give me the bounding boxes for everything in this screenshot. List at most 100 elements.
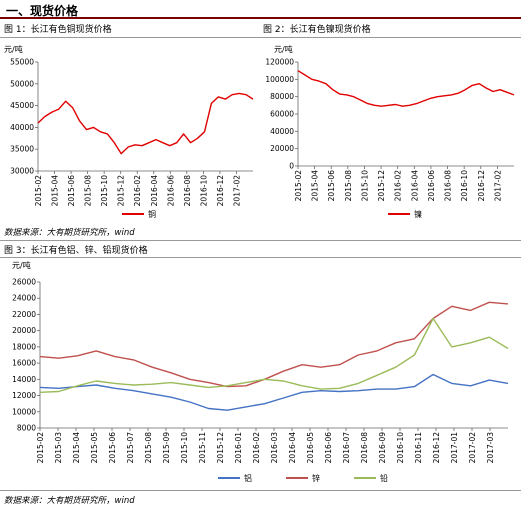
- al-zn-pb-price-chart: 元/吨 8000 10000 12000 14000 16000 18000 20000 220…: [12, 260, 509, 483]
- x-tick-label: 2016-01: [234, 432, 243, 464]
- x-tick-label: 2015-09: [162, 432, 171, 464]
- x-tick-label: 2015-08: [344, 170, 353, 202]
- y-tick-label: 30000: [10, 167, 34, 176]
- fig3-top-divider: [0, 240, 521, 241]
- legend-label: 铜: [148, 209, 156, 219]
- x-tick-label: 2016-10: [396, 432, 405, 464]
- x-tick-label: 2016-02: [252, 432, 261, 464]
- x-tick-label: 2016-11: [414, 432, 423, 464]
- y-tick-label: 26000: [12, 278, 36, 287]
- y-tick-label: 100000: [265, 75, 294, 84]
- x-tick-label: 2016-06: [166, 175, 175, 207]
- x-tick-label: 2016-12: [477, 170, 486, 202]
- y-tick-label: 12000: [12, 391, 36, 400]
- x-tick-label: 2016-08: [183, 175, 192, 207]
- x-tick-label: 2017-01: [450, 432, 459, 464]
- x-tick-label: 2016-12: [216, 175, 225, 207]
- y-tick-label: 60000: [270, 110, 294, 119]
- fig1-caption: 图 1：长江有色铜现货价格: [4, 25, 112, 35]
- y-tick-label: 35000: [10, 145, 34, 154]
- y-tick-label: 18000: [12, 342, 36, 351]
- series-line-铅: [39, 317, 509, 393]
- x-tick-label: 2016-05: [306, 432, 315, 464]
- fig3-caption-divider: [0, 257, 521, 258]
- x-tick-label: 2015-12: [117, 175, 126, 207]
- x-tick-label: 2015-12: [216, 432, 225, 464]
- series-line-铝: [39, 373, 509, 411]
- x-tick-label: 2015-08: [144, 432, 153, 464]
- x-tick-label: 2015-02: [34, 175, 43, 207]
- x-tick-label: 2016-03: [270, 432, 279, 464]
- x-tick-label: 2016-12: [432, 432, 441, 464]
- x-tick-label: 2015-12: [377, 170, 386, 202]
- y-tick-label: 45000: [10, 101, 34, 110]
- legend-label: 铅: [380, 473, 388, 483]
- x-tick-label: 2016-06: [427, 170, 436, 202]
- caption-divider: [0, 37, 521, 38]
- fig1-2-source: 数据来源：大有期货研究所，wind: [4, 228, 135, 238]
- y-axis-label: 元/吨: [12, 260, 31, 270]
- title-divider: [0, 17, 521, 19]
- x-tick-label: 2016-02: [394, 170, 403, 202]
- x-tick-label: 2015-10: [180, 432, 189, 464]
- x-tick-label: 2015-02: [36, 432, 45, 464]
- x-tick-label: 2015-04: [311, 170, 320, 202]
- y-tick-label: 50000: [10, 79, 34, 88]
- fig3-caption: 图 3：长江有色铝、锌、铅现货价格: [4, 246, 148, 256]
- legend-label: 锌: [312, 473, 320, 483]
- x-tick-label: 2016-04: [288, 432, 297, 464]
- x-tick-label: 2016-10: [199, 175, 208, 207]
- y-tick-label: 8000: [17, 424, 36, 433]
- x-tick-label: 2015-06: [108, 432, 117, 464]
- y-tick-label: 14000: [12, 375, 36, 384]
- x-tick-label: 2016-08: [444, 170, 453, 202]
- y-tick-label: 0: [289, 162, 294, 171]
- x-tick-label: 2016-07: [342, 432, 351, 464]
- x-tick-label: 2015-03: [54, 432, 63, 464]
- x-tick-label: 2016-02: [133, 175, 142, 207]
- nickel-price-chart: 元/吨 0 20000 40000 60000 80000 100000 120000 2015…: [265, 44, 515, 219]
- x-tick-label: 2015-04: [72, 432, 81, 464]
- y-axis-label: 元/吨: [4, 44, 23, 54]
- y-tick-label: 40000: [10, 123, 34, 132]
- x-tick-label: 2015-06: [67, 175, 76, 207]
- series-line-锌: [39, 301, 509, 388]
- y-tick-label: 80000: [270, 92, 294, 101]
- x-tick-label: 2017-02: [493, 170, 502, 202]
- y-tick-label: 20000: [270, 144, 294, 153]
- section-title: 一、现货价格: [6, 4, 79, 18]
- x-tick-label: 2015-02: [294, 170, 303, 202]
- legend-label: 镍: [414, 209, 422, 219]
- fig2-caption: 图 2：长江有色镍现货价格: [263, 25, 371, 35]
- x-tick-label: 2017-03: [486, 432, 495, 464]
- x-tick-label: 2017-02: [232, 175, 241, 207]
- bottom-divider: [0, 490, 521, 491]
- x-tick-label: 2016-10: [460, 170, 469, 202]
- x-tick-label: 2015-05: [90, 432, 99, 464]
- x-tick-label: 2015-11: [198, 432, 207, 464]
- y-tick-label: 24000: [12, 294, 36, 303]
- x-tick-label: 2016-04: [410, 170, 419, 202]
- copper-price-chart: 元/吨 30000 35000 40000 45000 50000 55000 2015-02…: [4, 44, 254, 219]
- x-tick-label: 2017-02: [468, 432, 477, 464]
- x-tick-label: 2016-06: [324, 432, 333, 464]
- x-tick-label: 2015-10: [100, 175, 109, 207]
- y-tick-label: 20000: [12, 326, 36, 335]
- x-tick-label: 2015-08: [84, 175, 93, 207]
- series-line-镍: [297, 70, 515, 107]
- y-tick-label: 40000: [270, 127, 294, 136]
- y-axis-label: 元/吨: [274, 44, 293, 54]
- x-tick-label: 2016-08: [360, 432, 369, 464]
- x-tick-label: 2016-09: [378, 432, 387, 464]
- x-tick-label: 2015-10: [360, 170, 369, 202]
- series-line-铜: [37, 92, 254, 155]
- y-tick-label: 55000: [10, 58, 34, 67]
- y-tick-label: 120000: [265, 58, 294, 67]
- x-tick-label: 2016-04: [150, 175, 159, 207]
- x-tick-label: 2015-06: [327, 170, 336, 202]
- y-tick-label: 10000: [12, 407, 36, 416]
- y-tick-label: 22000: [12, 310, 36, 319]
- x-tick-label: 2015-07: [126, 432, 135, 464]
- fig3-source: 数据来源：大有期货研究所，wind: [4, 496, 135, 506]
- x-tick-label: 2015-04: [51, 175, 60, 207]
